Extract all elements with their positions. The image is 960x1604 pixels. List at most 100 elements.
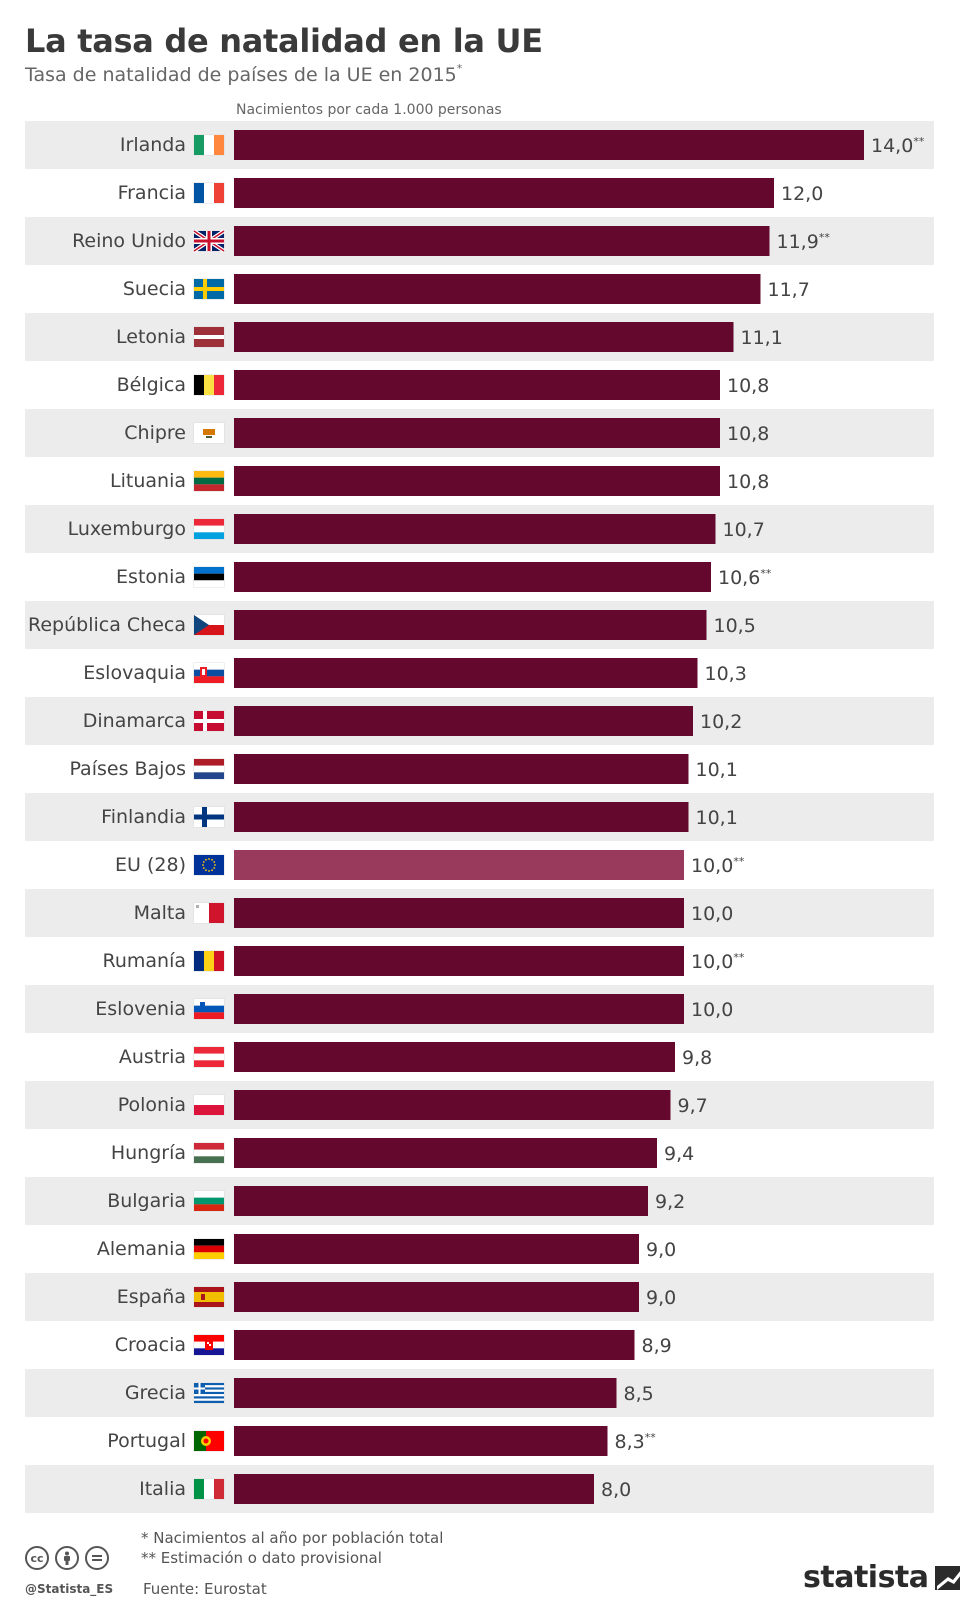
country-label: Finlandia: [101, 806, 186, 828]
spain-flag: [193, 1286, 225, 1308]
netherlands-flag: [193, 758, 225, 780]
portugal-flag: [193, 1430, 225, 1452]
country-label: Chipre: [124, 422, 186, 444]
italy-flag: [193, 1478, 225, 1500]
bar: [234, 322, 734, 352]
bar: [234, 1282, 639, 1312]
poland-flag: [193, 1094, 225, 1116]
statista-logo-icon: [934, 1565, 960, 1590]
axis-note: Nacimientos por cada 1.000 personas: [236, 102, 502, 118]
bar: [234, 274, 761, 304]
country-label: Dinamarca: [83, 710, 186, 732]
value-label: 10,8: [727, 423, 769, 445]
bar: [234, 1042, 675, 1072]
greece-flag: [193, 1382, 225, 1404]
bar: [234, 1090, 671, 1120]
bar: [234, 658, 698, 688]
value-label: 10,0**: [691, 951, 745, 973]
bar: [234, 994, 684, 1024]
bar: [234, 226, 770, 256]
germany-flag: [193, 1238, 225, 1260]
bar: [234, 178, 774, 208]
finland-flag: [193, 806, 225, 828]
uk-flag: [192, 229, 226, 253]
country-label: Estonia: [116, 566, 186, 588]
czech-flag: [193, 614, 225, 636]
value-label: 11,7: [768, 279, 810, 301]
cc-icon: cc: [25, 1546, 49, 1570]
country-label: Malta: [134, 902, 186, 924]
nd-icon: [85, 1546, 109, 1570]
bar: [234, 562, 711, 592]
value-label: 10,0: [691, 999, 733, 1021]
country-label: Bélgica: [117, 374, 186, 396]
bar: [234, 898, 684, 928]
value-label: 10,0: [691, 903, 733, 925]
source-note: Fuente: Eurostat: [143, 1580, 267, 1598]
bar: [234, 1186, 648, 1216]
value-label: 8,3**: [615, 1431, 657, 1453]
statista-logo[interactable]: statista: [803, 1560, 960, 1595]
bar: [234, 418, 720, 448]
country-label: Alemania: [97, 1238, 186, 1260]
bar: [234, 466, 720, 496]
value-label: 12,0: [781, 183, 823, 205]
bar: [234, 1474, 594, 1504]
bar: [234, 130, 864, 160]
belgium-flag: [193, 374, 225, 396]
bar: [234, 370, 720, 400]
value-label: 10,3: [705, 663, 747, 685]
value-label: 10,8: [727, 375, 769, 397]
value-label: 11,9**: [777, 231, 831, 253]
statista-handle: @Statista_ES: [25, 1582, 114, 1596]
country-label: Portugal: [107, 1430, 186, 1452]
subtitle-text: Tasa de natalidad de países de la UE en …: [25, 64, 457, 86]
bar: [234, 1426, 608, 1456]
country-label: Italia: [139, 1478, 186, 1500]
ireland-flag: [193, 134, 225, 156]
slovenia-flag: [193, 998, 225, 1020]
country-label: Rumanía: [102, 950, 186, 972]
country-label: Bulgaria: [107, 1190, 186, 1212]
bar: [234, 514, 716, 544]
bar: [234, 1234, 639, 1264]
sweden-flag: [193, 278, 225, 300]
country-label: Luxemburgo: [68, 518, 186, 540]
country-label: Hungría: [111, 1142, 186, 1164]
value-label: 10,1: [696, 807, 738, 829]
bar: [234, 754, 689, 784]
bar: [234, 706, 693, 736]
country-label: Eslovaquia: [83, 662, 186, 684]
slovakia-flag: [193, 662, 225, 684]
country-label: Irlanda: [120, 134, 186, 156]
value-label: 10,6**: [718, 567, 772, 589]
country-label: EU (28): [115, 854, 186, 876]
subtitle-mark: *: [456, 62, 463, 75]
country-label: Croacia: [115, 1334, 186, 1356]
croatia-flag: [193, 1334, 225, 1356]
value-label: 10,8: [727, 471, 769, 493]
footnote-1: * Nacimientos al año por población total: [141, 1529, 444, 1547]
value-label: 9,0: [646, 1239, 676, 1261]
bar: [234, 610, 707, 640]
austria-flag: [193, 1046, 225, 1068]
bar-eu-average: [234, 850, 684, 880]
value-label: 8,0: [601, 1479, 631, 1501]
luxembourg-flag: [193, 518, 225, 540]
by-icon: [55, 1546, 79, 1570]
value-label: 10,7: [723, 519, 765, 541]
value-label: 11,1: [741, 327, 783, 349]
country-label: Francia: [118, 182, 186, 204]
license-icons: cc: [25, 1546, 109, 1570]
statista-logo-text: statista: [803, 1560, 929, 1595]
bar: [234, 946, 684, 976]
country-label: Países Bajos: [69, 758, 186, 780]
value-label: 10,1: [696, 759, 738, 781]
value-label: 9,4: [664, 1143, 694, 1165]
chart-subtitle: Tasa de natalidad de países de la UE en …: [25, 62, 463, 86]
footnotes: * Nacimientos al año por población total…: [141, 1528, 443, 1568]
value-label: 9,8: [682, 1047, 712, 1069]
france-flag: [193, 182, 225, 204]
estonia-flag: [193, 566, 225, 588]
